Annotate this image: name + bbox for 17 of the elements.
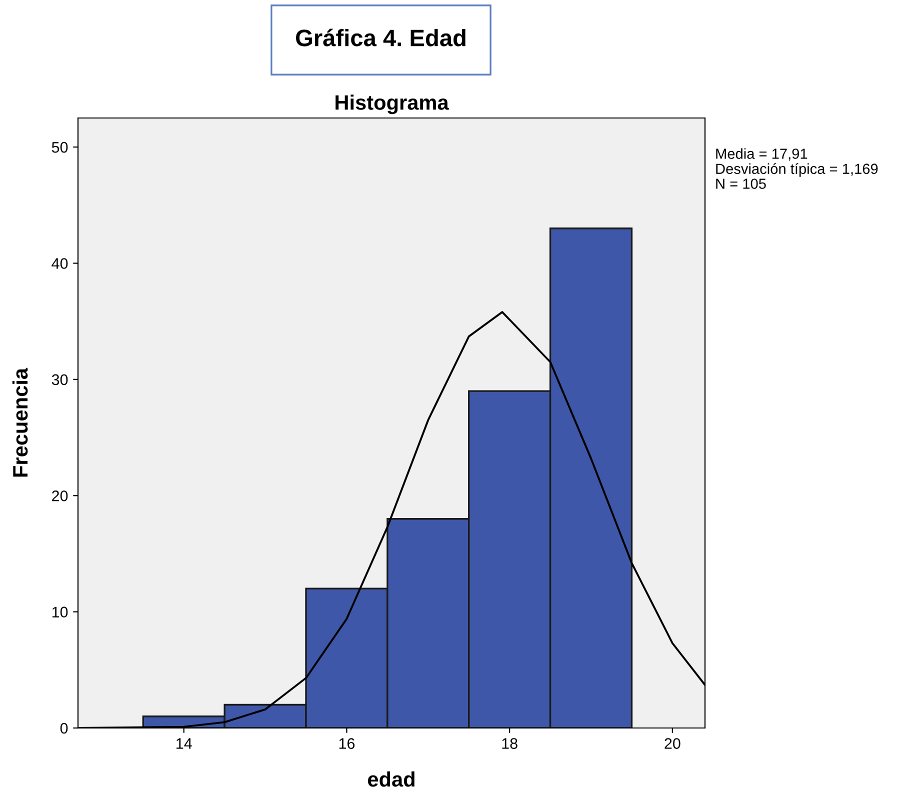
text: N = 105 xyxy=(716,178,766,189)
y-tick-label: 10 xyxy=(52,606,68,618)
y-tick-label: 0 xyxy=(60,722,68,734)
y-axis-title: Frecuencia xyxy=(12,368,28,477)
y-tick-label: 20 xyxy=(52,490,68,502)
x-axis-title: edad xyxy=(368,771,414,787)
chart-title: Gráfica 4. Edad xyxy=(296,28,466,46)
x-tick-label: 14 xyxy=(176,738,192,749)
y-tick-label: 30 xyxy=(52,374,68,386)
x-tick-label: 16 xyxy=(339,738,355,749)
y-tick-label: 50 xyxy=(52,142,68,153)
text: Media = 17,91 xyxy=(716,148,808,161)
chart-subtitle: Histograma xyxy=(336,94,449,114)
y-tick-label: 40 xyxy=(52,258,68,269)
x-tick-label: 20 xyxy=(664,738,680,749)
x-tick-label: 18 xyxy=(502,738,518,749)
text: Desviación típica = 1,169 xyxy=(716,163,878,177)
